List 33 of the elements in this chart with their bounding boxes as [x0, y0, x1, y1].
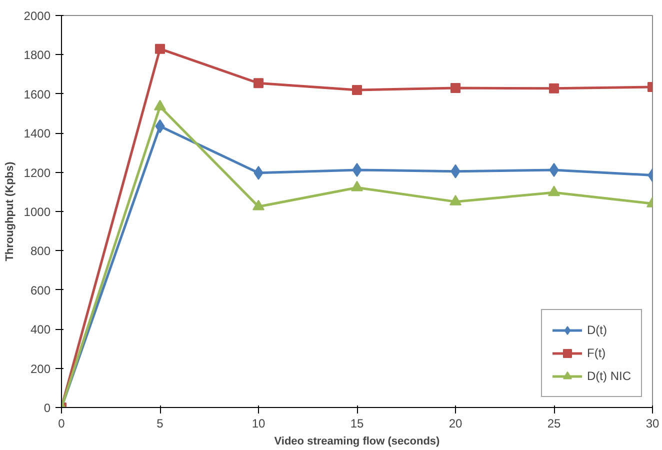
- y-tick-label: 1000: [24, 205, 51, 219]
- x-tick-label: 30: [646, 416, 660, 430]
- x-tick-label: 20: [448, 416, 462, 430]
- x-tick-label: 0: [58, 416, 66, 430]
- y-axis-title: Throughput (Kpbs): [4, 161, 16, 262]
- point: [351, 180, 363, 192]
- y-tick-label: 800: [30, 244, 51, 258]
- point: [252, 200, 264, 210]
- y-tick-label: 2000: [24, 9, 51, 23]
- point: [352, 84, 362, 95]
- y-tick-label: 600: [30, 283, 51, 298]
- legend-label: D(t): [587, 323, 607, 337]
- y-tick-label: 1400: [24, 126, 51, 141]
- x-axis-title: Video streaming flow (seconds): [274, 436, 440, 448]
- y-tick-label: 0: [44, 401, 51, 415]
- point: [548, 186, 560, 196]
- x-tick-label: 15: [350, 416, 364, 430]
- y-tick-label: 400: [30, 322, 51, 337]
- point: [254, 78, 264, 88]
- x-tick-label: 25: [547, 416, 561, 430]
- x-tick-label: 10: [252, 416, 266, 430]
- point: [450, 194, 462, 206]
- point: [155, 44, 165, 54]
- point: [549, 83, 559, 94]
- y-tick-label: 200: [30, 362, 51, 376]
- y-tick-label: 1800: [24, 48, 51, 62]
- legend-label: D(t) NIC: [587, 369, 631, 383]
- point: [450, 83, 460, 94]
- point: [154, 100, 166, 110]
- y-tick-label: 1200: [24, 166, 51, 180]
- y-tick-label: 1600: [24, 87, 51, 102]
- legend-label: F(t): [587, 346, 607, 360]
- x-tick-label: 5: [156, 416, 164, 430]
